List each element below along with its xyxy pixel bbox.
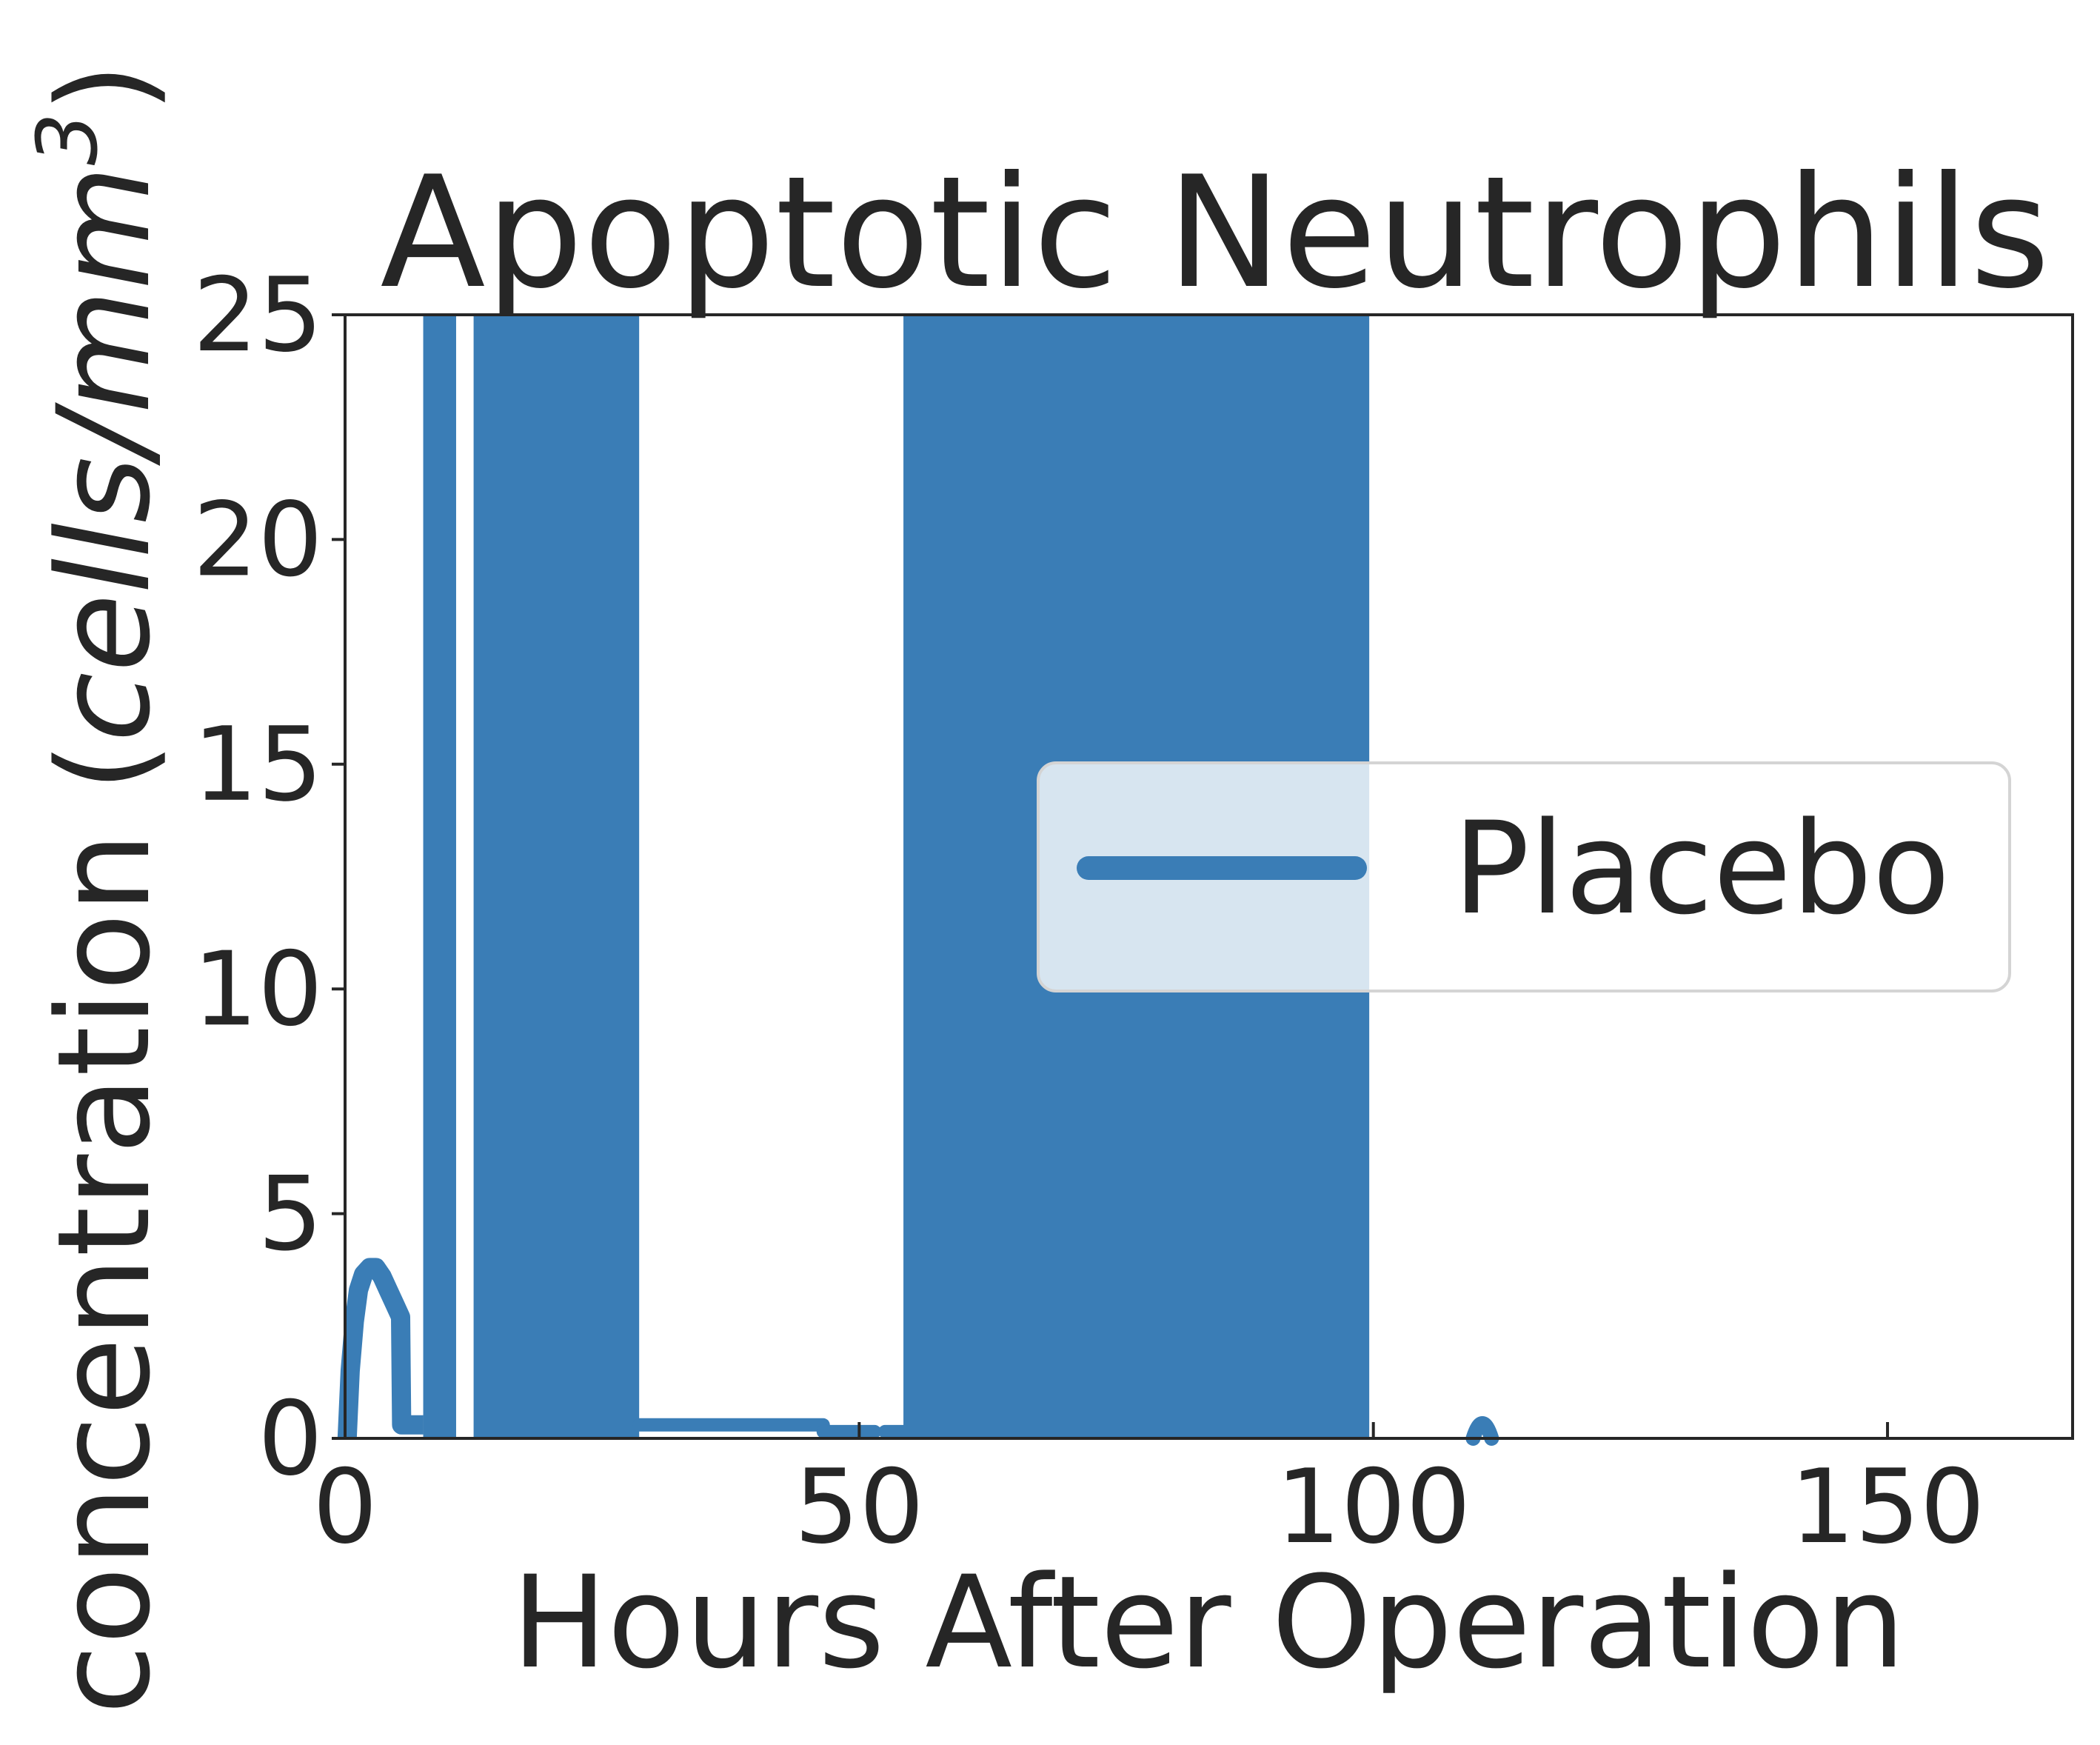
legend-box: [1037, 761, 2011, 992]
y-tick-label: 10: [193, 930, 323, 1049]
x-tick-label: 100: [1276, 1447, 1471, 1567]
plot-frame: [344, 313, 2074, 1440]
y-tick-label: 25: [193, 256, 323, 375]
y-tick-label: 5: [258, 1155, 323, 1274]
y-axis-ticks: 0 5 10 15 20 25: [193, 256, 345, 1498]
chart-title: Apoptotic Neutrophils: [380, 144, 2050, 323]
x-axis-ticks: 0 50 100 150: [312, 1422, 1985, 1567]
y-tick-label: 15: [193, 705, 323, 824]
y-axis-label-close: ): [30, 63, 178, 113]
series-blip: [1465, 1416, 1499, 1446]
y-axis-label-superscript: 3: [20, 113, 116, 165]
y-tick-label: 20: [193, 480, 323, 599]
x-axis-label: Hours After Operation: [512, 1548, 1905, 1697]
x-tick-label: 0: [312, 1447, 378, 1567]
series-band-0: [423, 315, 456, 1438]
y-axis-label-main: concentration (: [30, 742, 178, 1715]
y-axis-label: concentration (cells/mm3): [20, 63, 178, 1715]
series-band-1: [473, 315, 640, 1438]
x-tick-label: 150: [1790, 1447, 1984, 1567]
legend-entry-placebo: Placebo: [1453, 794, 1950, 943]
y-axis-label-unit: cells/mm: [30, 165, 178, 742]
legend: Placebo: [1037, 761, 2011, 992]
x-tick-label: 50: [795, 1447, 925, 1567]
y-tick-label: 0: [258, 1379, 323, 1498]
series-line-placebo: [337, 1258, 424, 1439]
